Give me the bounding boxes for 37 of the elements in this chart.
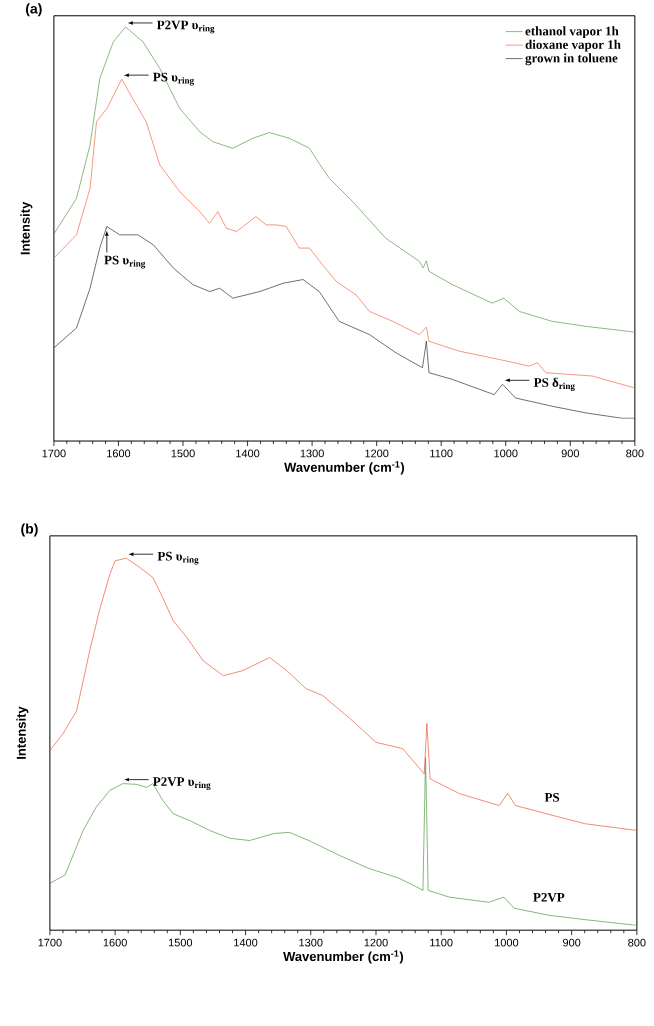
x-axis-title: Wavenumber (cm$^{-1}$) — [284, 461, 405, 475]
annotation: PS υ$_{ring}$ — [104, 255, 146, 269]
x-tick-label: 1600 — [107, 449, 131, 458]
legend-label: ethanol vapor 1h — [525, 26, 619, 39]
annotation: P2VP υ$_{ring}$ — [153, 777, 211, 790]
x-axis-title: Wavenumber (cm$^{-1}$) — [283, 950, 404, 964]
annotation: PS υ$_{ring}$ — [157, 551, 199, 565]
x-tick-label: 1200 — [365, 449, 389, 458]
chart-title: (b) — [21, 523, 38, 537]
legend-label: dioxane vapor 1h — [525, 39, 621, 52]
x-tick-label: 1200 — [364, 938, 388, 947]
x-tick-label: 1300 — [300, 449, 324, 458]
x-tick-label: 1700 — [38, 938, 62, 947]
x-tick-label: 1500 — [169, 938, 193, 947]
x-tick-label: 1000 — [495, 938, 519, 947]
x-tick-label: 1400 — [236, 449, 260, 458]
series-label: P2VP — [533, 893, 565, 902]
annotation: PS υ$_{ring}$ — [153, 72, 195, 86]
x-tick-label: 1600 — [103, 938, 127, 947]
x-tick-label: 1100 — [430, 449, 453, 458]
y-axis-title: Intensity — [16, 706, 29, 759]
x-tick-label: 1400 — [234, 938, 258, 947]
x-tick-label: 800 — [626, 449, 644, 458]
y-axis-title: Intensity — [20, 201, 33, 255]
x-tick-label: 900 — [563, 938, 581, 947]
x-tick-label: 1300 — [299, 938, 323, 947]
x-tick-label: 1500 — [171, 449, 195, 458]
x-tick-label: 1100 — [430, 938, 453, 947]
x-tick-label: 1000 — [494, 449, 518, 458]
x-tick-label: 1700 — [42, 449, 66, 458]
x-tick-label: 900 — [561, 449, 580, 458]
x-tick-label: 800 — [628, 938, 646, 947]
chart-title: (a) — [26, 3, 42, 17]
series-label: PS — [544, 793, 560, 802]
legend-label: grown in toluene — [525, 53, 618, 66]
annotation: P2VP υ$_{ring}$ — [157, 20, 215, 34]
annotation: PS δ$_{ring}$ — [533, 377, 575, 391]
